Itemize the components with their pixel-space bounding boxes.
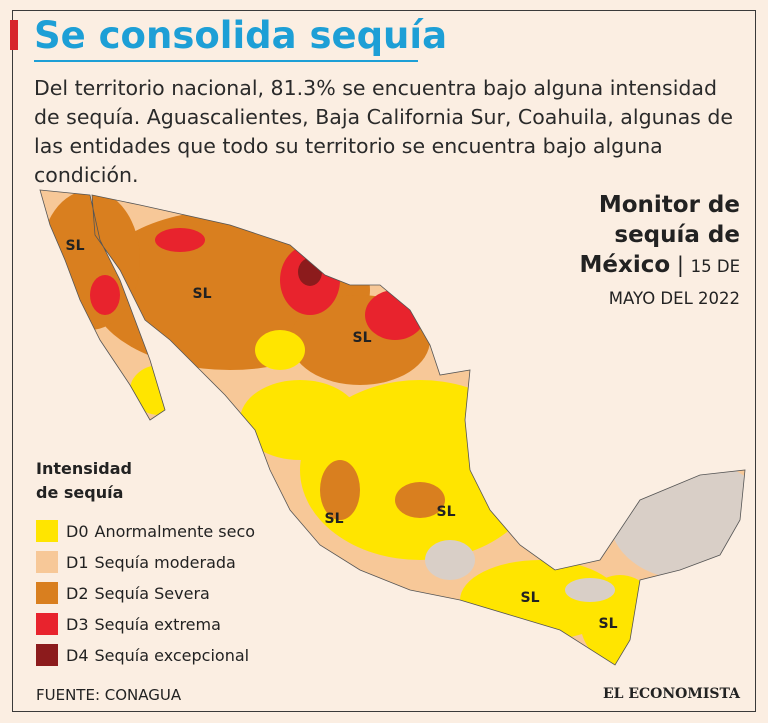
- legend-label: Sequía excepcional: [94, 645, 250, 665]
- legend-code: D3: [66, 614, 89, 634]
- map-label: SL: [598, 616, 617, 632]
- legend-code: D1: [66, 552, 89, 572]
- legend-code: D0: [66, 521, 89, 541]
- legend-item: D0 Anormalmente seco: [36, 520, 255, 542]
- brand: EL ECONOMISTA: [602, 686, 740, 702]
- region: [320, 460, 360, 520]
- legend-label: Sequía moderada: [94, 552, 236, 572]
- map-label: SL: [520, 590, 539, 606]
- legend-label: Anormalmente seco: [94, 521, 256, 541]
- legend-item: D2 Sequía Severa: [36, 582, 210, 604]
- no-drought-region: [425, 540, 475, 580]
- monitor-date: 15 DE MAYO DEL 2022: [608, 257, 740, 308]
- region: [40, 190, 140, 330]
- title: Se consolida sequía: [34, 14, 448, 57]
- legend-title: Intensidad de sequía: [36, 459, 132, 502]
- map-label: SL: [192, 286, 211, 302]
- map-outline: [39, 189, 746, 666]
- legend-code: D2: [66, 583, 89, 603]
- legend-label: Sequía extrema: [94, 614, 221, 634]
- region: [240, 380, 360, 460]
- frame: [12, 10, 756, 712]
- legend-code: D4: [66, 645, 89, 665]
- region: [155, 228, 205, 252]
- region: [395, 482, 445, 518]
- legend-label: Sequía Severa: [94, 583, 210, 603]
- description: Del territorio nacional, 81.3% se encuen…: [34, 76, 733, 187]
- region: [130, 365, 190, 415]
- legend-item: D1 Sequía moderada: [36, 551, 236, 573]
- map-label: SL: [65, 238, 84, 254]
- accent-bar: [10, 20, 18, 50]
- title-underline: [34, 60, 418, 62]
- map-label: SL: [352, 330, 371, 346]
- legend-swatch: [36, 551, 58, 573]
- no-drought-region: [565, 578, 615, 602]
- legend-swatch: [36, 644, 58, 666]
- region: [90, 275, 120, 315]
- region: [255, 330, 305, 370]
- source: FUENTE: CONAGUA: [36, 686, 182, 704]
- map-label: SL: [436, 504, 455, 520]
- legend-item: D3 Sequía extrema: [36, 613, 221, 635]
- monitor-title: Monitor de sequía de México: [579, 192, 740, 278]
- legend-item: D4 Sequía excepcional: [36, 644, 249, 666]
- map-label: SL: [324, 511, 343, 527]
- legend-swatch: [36, 582, 58, 604]
- legend-swatch: [36, 520, 58, 542]
- legend-swatch: [36, 613, 58, 635]
- monitor-heading: Monitor de sequía de México | 15 DE MAYO…: [579, 192, 740, 308]
